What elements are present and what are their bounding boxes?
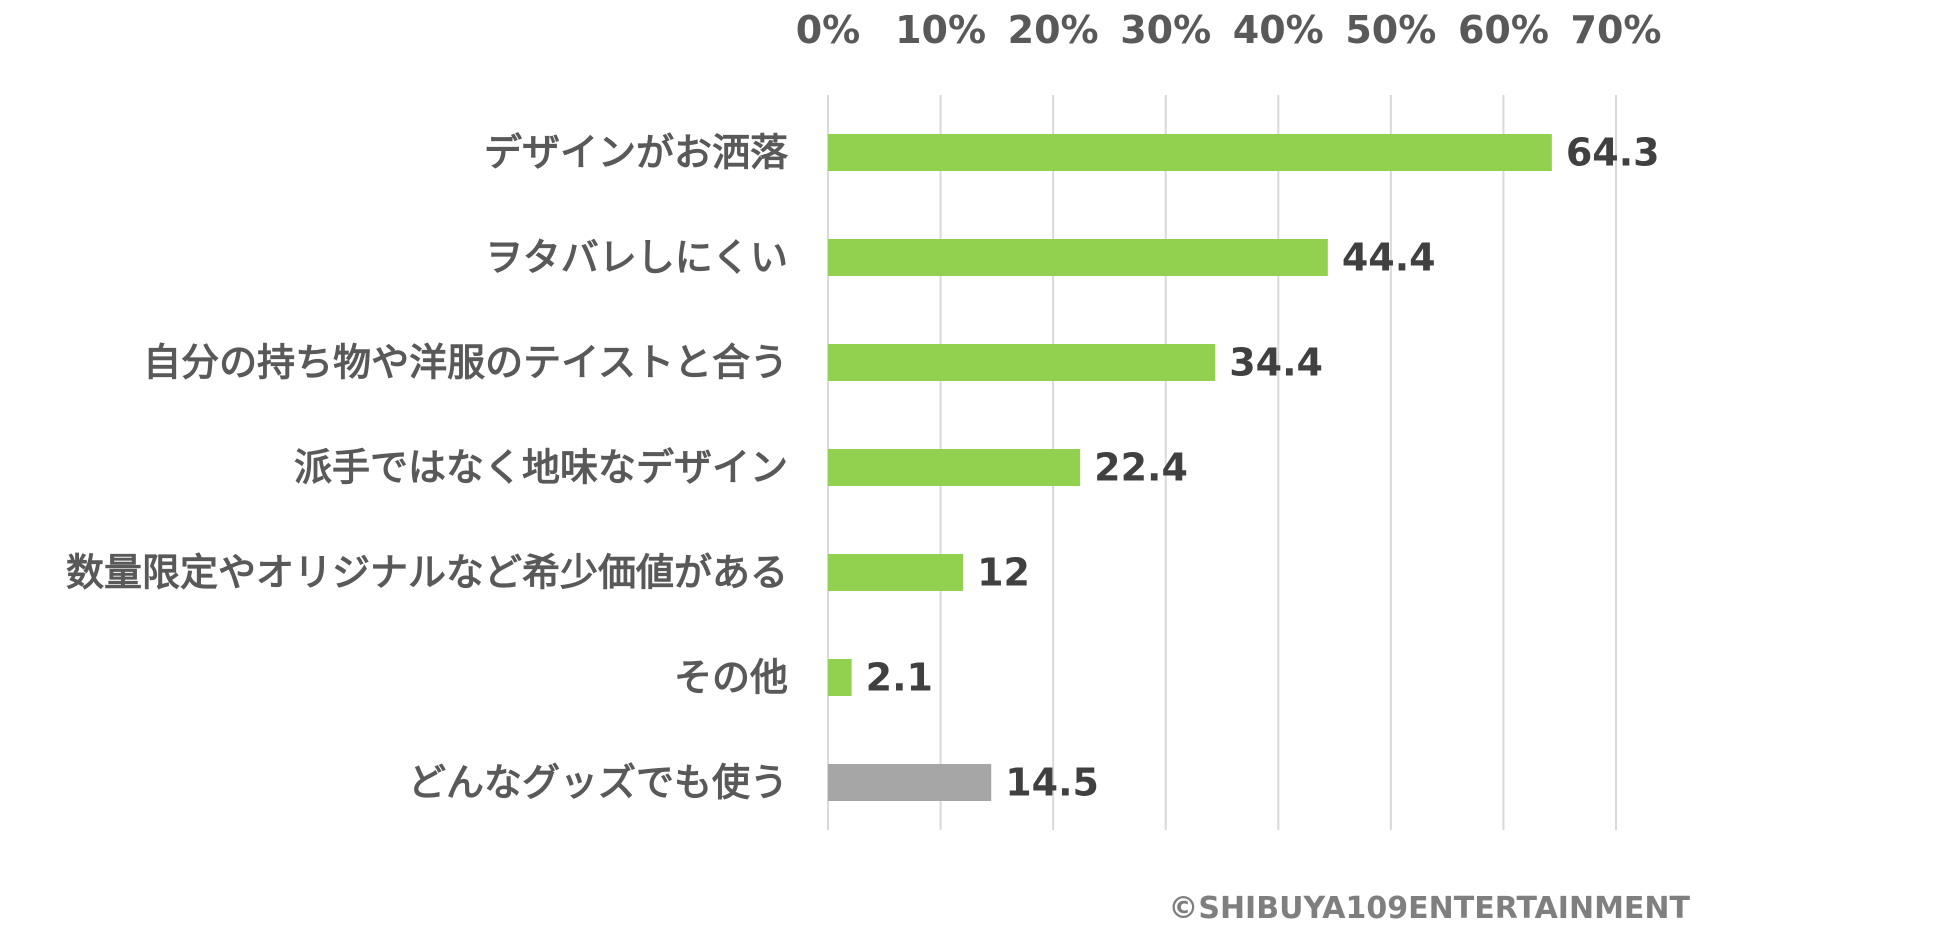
value-labels: 64.3 44.4 34.4 22.4 12 2.1 14.5: [866, 131, 1660, 805]
x-tick-label: 70%: [1571, 8, 1662, 52]
bars: [828, 134, 1552, 801]
value-label: 22.4: [1094, 446, 1188, 490]
x-tick-label: 50%: [1345, 8, 1436, 52]
bar: [828, 659, 852, 696]
category-label: どんなグッズでも使う: [408, 761, 788, 805]
x-tick-label: 30%: [1120, 8, 1211, 52]
copyright-text: ©SHIBUYA109ENTERTAINMENT: [1168, 891, 1690, 926]
category-label: 派手ではなく地味なデザイン: [294, 446, 788, 490]
value-label: 2.1: [866, 656, 933, 700]
value-label: 44.4: [1342, 236, 1436, 280]
category-label: デザインがお洒落: [484, 131, 789, 175]
category-label: 自分の持ち物や洋服のテイストと合う: [143, 341, 788, 385]
category-label: 数量限定やオリジナルなど希少価値がある: [66, 551, 788, 595]
bar: [828, 344, 1216, 381]
x-axis-tick-labels: 0% 10% 20% 30% 40% 50% 60% 70%: [796, 8, 1662, 52]
bar: [828, 134, 1552, 171]
category-labels: デザインがお洒落ヲタバレしにくい自分の持ち物や洋服のテイストと合う派手ではなく地…: [66, 131, 789, 805]
value-label: 14.5: [1005, 761, 1099, 805]
x-tick-label: 10%: [895, 8, 986, 52]
bar: [828, 239, 1328, 276]
bar: [828, 764, 992, 801]
value-label: 64.3: [1566, 131, 1660, 175]
value-label: 34.4: [1229, 341, 1323, 385]
category-label: その他: [674, 656, 788, 700]
x-tick-label: 60%: [1458, 8, 1549, 52]
x-tick-label: 0%: [796, 8, 861, 52]
category-label: ヲタバレしにくい: [485, 236, 788, 280]
bar: [828, 554, 964, 591]
value-label: 12: [977, 551, 1030, 595]
x-tick-label: 40%: [1233, 8, 1324, 52]
x-tick-label: 20%: [1008, 8, 1099, 52]
bar: [828, 449, 1081, 486]
